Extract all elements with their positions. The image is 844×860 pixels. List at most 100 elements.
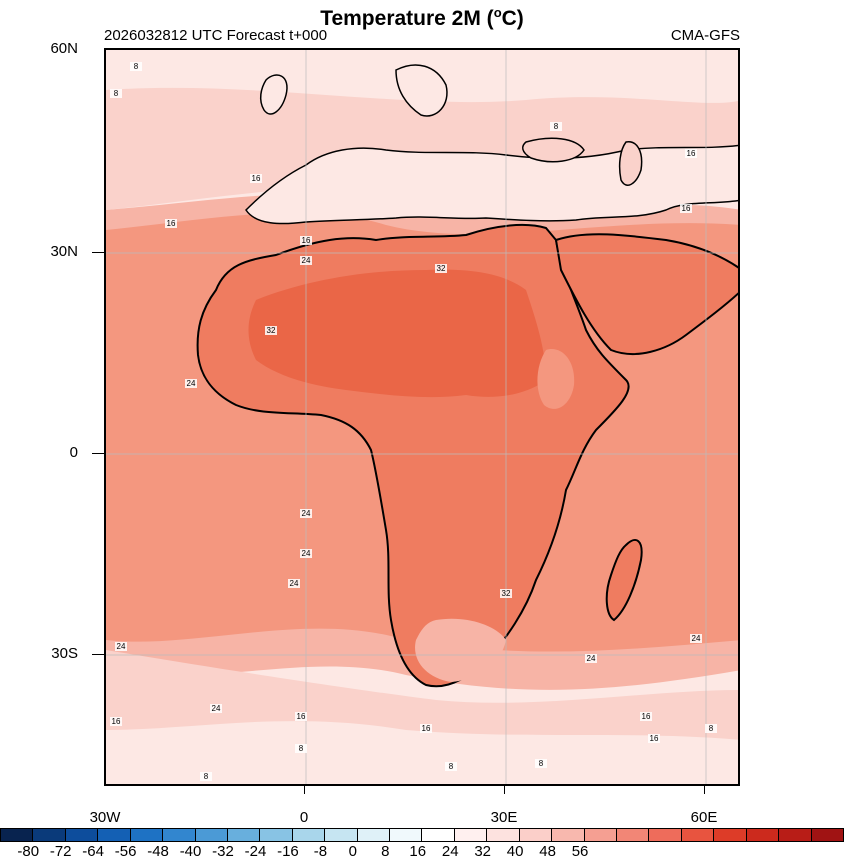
contour-label: 16	[687, 149, 696, 158]
contour-label-bg	[300, 549, 312, 558]
contour-label: 16	[422, 724, 431, 733]
colorbar-cell	[454, 829, 488, 841]
colorbar-label: 56	[571, 843, 589, 860]
colorbar-label: -40	[179, 843, 202, 860]
contour-label: 8	[134, 62, 139, 71]
contour-label: 8	[299, 744, 304, 753]
colorbar-cell	[325, 829, 358, 841]
contour-label-bg	[550, 122, 562, 131]
colorbar-cell	[227, 829, 261, 841]
colorbar-label: 32	[474, 843, 492, 860]
colorbar-cell	[33, 829, 66, 841]
contour-label-bg	[500, 589, 512, 598]
black-sea	[521, 137, 585, 163]
madagascar	[605, 539, 643, 622]
colorbar-label: -16	[277, 843, 299, 860]
colorbar-cell	[649, 829, 682, 841]
colorbar-label: -32	[212, 843, 234, 860]
temperature-map: 8 8 16 16 16 24 32 32 24 24 24 24 24 32 24 24 24 16 16 16 16…	[106, 50, 738, 784]
contour-label-bg	[705, 724, 717, 733]
contour-label-bg	[265, 326, 277, 335]
contour-label-bg	[435, 264, 447, 273]
contour-label: 16	[302, 236, 311, 245]
colorbar-cell	[714, 829, 747, 841]
band-south-16	[106, 650, 738, 740]
contour-label: 32	[437, 264, 446, 273]
contour-label-bg	[300, 256, 312, 265]
colorbar-cell	[681, 829, 715, 841]
contour-label-bg	[585, 654, 597, 663]
title-text: Temperature 2M (	[320, 7, 494, 30]
tick-lon-60e	[704, 786, 705, 794]
sahara-hot	[248, 269, 546, 398]
contour-label-bg	[300, 236, 312, 245]
contour-label-bg	[685, 149, 697, 158]
contour-label-bg	[535, 759, 547, 768]
colorbar-label: -80	[17, 843, 40, 860]
colorbar-cell	[552, 829, 585, 841]
colorbar-cell	[130, 829, 164, 841]
south-africa-cool	[415, 618, 506, 682]
contour-label: 16	[112, 717, 121, 726]
colorbar-label: 24	[441, 843, 459, 860]
contour-label-bg	[690, 634, 702, 643]
colorbar-cell	[195, 829, 228, 841]
contour-label-bg	[200, 772, 212, 781]
contour-label-bg	[640, 712, 652, 721]
colorbar-cell	[487, 829, 520, 841]
contour-label-bg	[210, 704, 222, 713]
contour-label: 16	[252, 174, 261, 183]
contour-label: 24	[290, 579, 299, 588]
contour-label-bg	[250, 174, 262, 183]
colorbar-label: 8	[381, 843, 390, 860]
colorbar-label: 0	[348, 843, 358, 860]
lon-label-60e: 60E	[690, 809, 718, 826]
caspian-sea	[618, 141, 643, 186]
title-unit: C)	[501, 7, 524, 30]
colorbar-cell	[422, 829, 455, 841]
lon-label-30e: 30E	[490, 809, 518, 826]
contour-label: 32	[267, 326, 276, 335]
contour-label: 16	[642, 712, 651, 721]
contour-label: 24	[302, 256, 311, 265]
colorbar-cell	[292, 829, 326, 841]
colorbar-label: -64	[82, 843, 104, 860]
contour-label-bg	[680, 204, 692, 213]
contour-label: 24	[302, 509, 311, 518]
contour-label-bg	[110, 717, 122, 726]
contour-label-bg	[445, 762, 457, 771]
colorbar-cell	[779, 829, 812, 841]
contour-label: 16	[167, 219, 176, 228]
tick-lon-30e	[504, 786, 505, 794]
colorbar-cell	[617, 829, 650, 841]
graticule	[106, 50, 738, 784]
contour-label: 16	[297, 712, 306, 721]
forecast-time-label: 2026032812 UTC Forecast t+000	[104, 27, 328, 44]
tick-lat-30s	[92, 654, 104, 655]
contour-label-bg	[648, 734, 660, 743]
contour-label: 16	[682, 204, 691, 213]
contour-label: 24	[187, 379, 196, 388]
title-degree: o	[493, 5, 502, 20]
map-title: Temperature 2M (oC)	[0, 0, 844, 32]
colorbar-cell	[163, 829, 196, 841]
lat-label-30s: 30S	[51, 645, 78, 662]
lon-label-30w: 30W	[89, 809, 121, 826]
contour-label-bg	[300, 509, 312, 518]
colorbar-cell	[746, 829, 780, 841]
europe-land	[245, 144, 738, 225]
colorbar-label: -72	[49, 843, 72, 860]
colorbar-cell	[65, 829, 99, 841]
colorbar-cell	[584, 829, 618, 841]
contour-label: 24	[117, 642, 126, 651]
contour-label: 8	[554, 122, 559, 131]
colorbar-label: -56	[114, 843, 137, 860]
tick-lat-30n	[92, 252, 104, 253]
contour-label: 8	[204, 772, 209, 781]
contour-label-bg	[130, 62, 142, 71]
contour-label-bg	[110, 89, 122, 98]
contour-label-bg	[420, 724, 432, 733]
lat-label-30n: 30N	[50, 243, 78, 260]
tick-lon-0	[304, 786, 305, 794]
colorbar-label: -24	[244, 843, 267, 860]
